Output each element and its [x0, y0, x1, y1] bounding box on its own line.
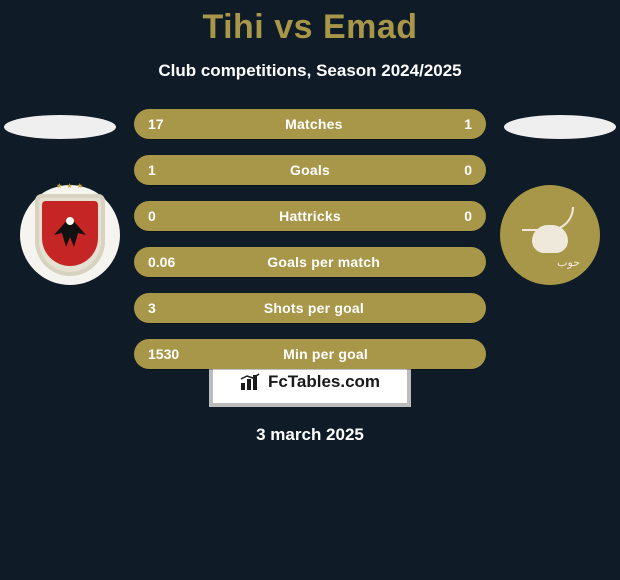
- stat-right-value: 1: [464, 116, 472, 132]
- infographic-root: Tihi vs Emad Club competitions, Season 2…: [0, 0, 620, 580]
- stat-row: 0 Hattricks 0: [134, 201, 486, 231]
- subtitle: Club competitions, Season 2024/2025: [0, 61, 620, 81]
- club-logo-right: حوب: [500, 185, 600, 285]
- stat-row: 1530 Min per goal: [134, 339, 486, 369]
- shield-inner: [42, 201, 98, 266]
- player-placeholder-right: [504, 115, 616, 139]
- stats-bars: 17 Matches 1 1 Goals 0 0 Hattricks 0 0.0…: [134, 109, 486, 385]
- page-title: Tihi vs Emad: [0, 8, 620, 47]
- stat-label: Min per goal: [283, 346, 368, 362]
- bird-icon: حوب: [514, 199, 586, 271]
- stars-icon: ★ ★ ★: [56, 182, 84, 190]
- shield-icon: ★ ★ ★: [35, 194, 105, 276]
- stat-right-value: 0: [464, 162, 472, 178]
- stat-left-value: 1: [148, 162, 156, 178]
- club-logo-left: ★ ★ ★: [20, 185, 120, 285]
- stat-left-value: 0.06: [148, 254, 175, 270]
- stat-left-value: 0: [148, 208, 156, 224]
- stat-label: Goals: [290, 162, 330, 178]
- stat-row: 17 Matches 1: [134, 109, 486, 139]
- stat-left-value: 3: [148, 300, 156, 316]
- stat-label: Matches: [285, 116, 342, 132]
- stat-right-value: 0: [464, 208, 472, 224]
- stat-left-value: 17: [148, 116, 164, 132]
- stat-left-value: 1530: [148, 346, 179, 362]
- player-placeholder-left: [4, 115, 116, 139]
- date-text: 3 march 2025: [0, 425, 620, 445]
- stat-label: Goals per match: [267, 254, 380, 270]
- club-right-caption: حوب: [557, 256, 580, 269]
- stat-row: 1 Goals 0: [134, 155, 486, 185]
- stat-row: 3 Shots per goal: [134, 293, 486, 323]
- eagle-icon: [46, 213, 94, 249]
- stat-label: Hattricks: [279, 208, 341, 224]
- bird-body: [532, 225, 568, 253]
- stat-label: Shots per goal: [264, 300, 364, 316]
- stat-row: 0.06 Goals per match: [134, 247, 486, 277]
